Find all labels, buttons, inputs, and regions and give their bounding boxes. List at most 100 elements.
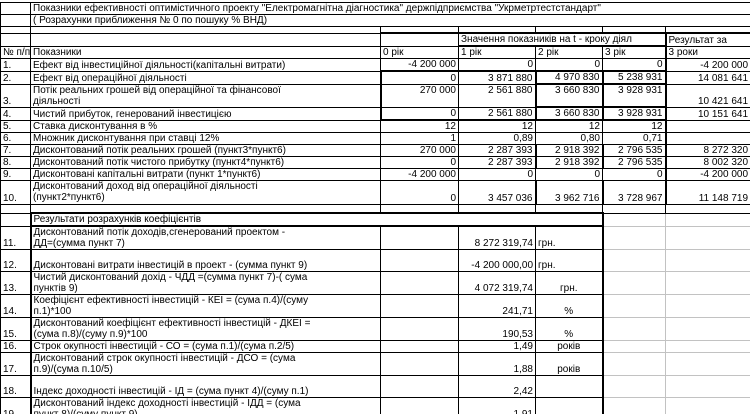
row-number-cell: 11. — [0, 225, 31, 250]
cell-empty — [458, 204, 536, 214]
report-subtitle: ( Розрахунки приближення № 0 по пошуку %… — [29, 14, 750, 27]
results-section-title: Результати розрахунків коефіцієнтів — [29, 212, 604, 227]
table-row: 3. Потік реальних грошей від операційної… — [0, 83, 750, 108]
indicator-cell: Дисконтований потік реальних грошей (пун… — [30, 144, 381, 157]
value-cell: 2 561 880 — [458, 83, 536, 108]
cell-empty — [380, 225, 459, 250]
coefficient-label-cell: Дисконтований потік доходів,сгенерований… — [29, 225, 381, 250]
col-header-year1: 1 рік — [458, 45, 536, 59]
cell-empty — [380, 249, 459, 272]
cell-empty — [664, 212, 750, 227]
result-row: 15. Дисконтований коефіцієнт ефективност… — [0, 317, 750, 341]
indicator-cell: Ставка дисконтування в % — [30, 119, 381, 133]
header-columns-row: № п/п Показники 0 рік 1 рік 2 рік 3 рік … — [0, 45, 750, 59]
total-cell: -4 200 000 — [664, 168, 750, 181]
indicator-cell: Ефект від інвестиційної діяльності(капіт… — [30, 58, 381, 72]
result-value-cell: -4 200 000,00 — [458, 249, 536, 272]
value-cell: 3 928 931 — [601, 83, 667, 108]
result-row: 12. Дисконтовані витрати інвестицій в пр… — [0, 249, 750, 272]
values-group-header: Значення показників на t - кроку діял — [458, 32, 666, 47]
cell-empty — [664, 340, 750, 353]
cell-empty — [602, 340, 666, 353]
value-cell: 2 918 392 — [534, 144, 603, 157]
row-number-cell: 19. — [0, 397, 31, 414]
cell-empty — [380, 317, 459, 341]
value-cell: 0 — [535, 168, 603, 181]
cell-empty — [0, 2, 31, 15]
result-value-cell: 1,88 — [458, 352, 536, 376]
title-row-1: Показники ефективності оптимістичного пр… — [0, 2, 750, 15]
row-number-cell: 2. — [0, 70, 31, 85]
row-number-cell: 18. — [0, 375, 31, 398]
indicator-cell: Ефект від операційної діяльності — [30, 70, 381, 85]
value-cell: 0 — [379, 70, 459, 85]
total-cell: 14 081 641 — [664, 70, 750, 85]
cell-empty — [602, 271, 666, 295]
row-number-cell: 3. — [0, 83, 31, 108]
value-cell: 0 — [458, 168, 536, 181]
row-number-cell: 10. — [0, 180, 31, 205]
table-row: 10. Дисконтований доход від операційної … — [0, 180, 750, 205]
cell-empty — [380, 294, 459, 318]
coefficient-label-cell: Дисконтований індекс доходності інвестиц… — [29, 397, 381, 414]
value-cell: 12 — [380, 119, 459, 133]
value-cell: 1 — [380, 132, 459, 145]
row-number-cell: 14. — [0, 294, 31, 318]
col-header-result: 3 роки — [664, 45, 750, 59]
report-title: Показники ефективності оптимістичного пр… — [29, 2, 750, 15]
value-cell: 3 728 967 — [601, 180, 666, 205]
value-cell: 3 962 716 — [534, 180, 603, 205]
row-number-cell: 1. — [0, 58, 31, 72]
result-value-cell: 4 072 319,74 — [458, 271, 536, 295]
row-number-cell: 15. — [0, 317, 31, 341]
table-row: 4. Чистий прибуток, генерований інвестиц… — [0, 106, 750, 121]
row-number-cell: 8. — [0, 156, 31, 169]
result-row: 18. Індекс доходності інвестицій - ІД = … — [0, 375, 750, 398]
table-row: 8. Дисконтований потік чистого прибутку … — [0, 156, 750, 169]
result-row: 11. Дисконтований потік доходів,сгенеров… — [0, 225, 750, 250]
col-header-num: № п/п — [0, 45, 31, 59]
cell-empty — [602, 204, 666, 214]
cell-empty — [30, 32, 381, 47]
value-cell: 0,80 — [535, 132, 603, 145]
total-cell — [664, 119, 750, 133]
col-header-indicators: Показники — [30, 45, 381, 59]
value-cell: 270 000 — [380, 144, 459, 157]
value-cell: 3 660 830 — [534, 83, 604, 108]
cell-empty — [602, 352, 666, 376]
unit-cell: грн. — [535, 271, 604, 295]
row-number-cell: 17. — [0, 352, 31, 376]
value-cell: 0 — [380, 180, 459, 205]
result-value-cell: 190,53 — [458, 317, 536, 341]
unit-cell — [535, 397, 604, 414]
total-cell: 8 272 320 — [664, 144, 750, 157]
indicator-cell: Потік реальних грошей від операційної та… — [30, 83, 381, 108]
value-cell: 3 871 880 — [458, 70, 536, 85]
value-cell: 12 — [602, 119, 666, 133]
result-value-cell: 1,91 — [458, 397, 536, 414]
cell-empty — [380, 375, 459, 398]
cell-empty — [602, 294, 666, 318]
cell-empty — [602, 375, 666, 398]
row-number-cell: 16. — [0, 340, 31, 353]
row-number-cell: 4. — [0, 106, 31, 121]
total-cell: 11 148 719 — [664, 180, 750, 205]
table-row: 1. Ефект від інвестиційної діяльності(ка… — [0, 58, 750, 72]
cell-empty — [664, 317, 750, 341]
spacer-row — [0, 204, 750, 214]
row-number-cell: 6. — [0, 132, 31, 145]
cell-empty — [602, 397, 666, 414]
cell-empty — [664, 249, 750, 272]
title-row-2: ( Розрахунки приближення № 0 по пошуку %… — [0, 14, 750, 27]
cell-empty — [380, 340, 459, 353]
value-cell: -4 200 000 — [380, 168, 459, 181]
cell-empty — [0, 212, 31, 227]
total-cell: 8 002 320 — [664, 156, 750, 169]
value-cell: 2 918 392 — [534, 156, 603, 169]
row-number-cell: 7. — [0, 144, 31, 157]
cell-empty — [664, 397, 750, 414]
unit-cell: % — [535, 317, 604, 341]
col-header-year2: 2 рік — [535, 45, 603, 59]
value-cell: 0 — [379, 106, 459, 121]
